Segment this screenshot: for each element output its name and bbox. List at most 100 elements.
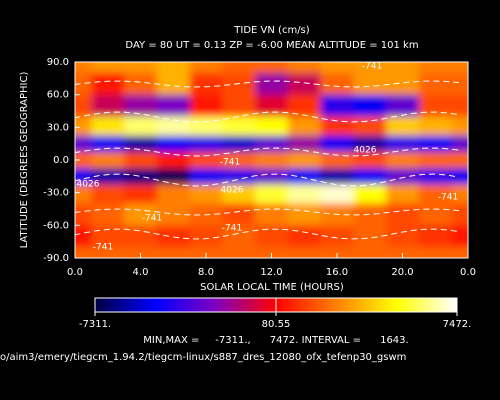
x-tick-label: 16.0 [326,267,348,278]
cells [75,62,468,258]
cell [75,151,92,169]
cell [255,247,289,258]
field [75,62,468,258]
cell [75,62,92,74]
cell [91,72,125,96]
cell [156,62,191,74]
cell [320,247,354,258]
cell [156,151,191,169]
cell [124,94,158,117]
cell [451,62,468,74]
cell [124,151,158,169]
cell [75,135,92,153]
cell [418,62,453,74]
cell [222,203,256,226]
cell [156,72,191,96]
cell [222,168,256,185]
cell [189,225,223,248]
cell [353,225,387,248]
x-tick-label: 0.0 [460,267,476,278]
cell [287,225,322,248]
colorbar-tick-label: -7311. [79,319,111,330]
cell [189,94,223,117]
cell [287,151,322,169]
cell [386,168,420,185]
cell [222,225,256,248]
cell [320,135,354,153]
cell [222,247,256,258]
cell [91,116,125,136]
cell [124,72,158,96]
cell [75,247,92,258]
cell [386,151,420,169]
y-tick-label: -30.0 [43,188,69,199]
cell [353,135,387,153]
cell [418,94,453,117]
cell [353,72,387,96]
cell [386,225,420,248]
cell [91,225,125,248]
cell [287,135,322,153]
colorbar-tick-label: 7472. [443,319,472,330]
contour-label: -741 [142,214,162,224]
cell [91,94,125,117]
cell [451,94,468,117]
cell [124,62,158,74]
cell [287,94,322,117]
cell [156,94,191,117]
cell [124,225,158,248]
cell [189,72,223,96]
cell [255,168,289,185]
cell [222,62,256,74]
cell [418,247,453,258]
cell [287,116,322,136]
contour-line [75,111,460,123]
cell [75,116,92,136]
cell [222,116,256,136]
cell [353,62,387,74]
cell [91,168,125,185]
cell [222,184,256,205]
cell [418,168,453,185]
cell [386,72,420,96]
cell [156,135,191,153]
cell [418,135,453,153]
cell [418,184,453,205]
cell [124,135,158,153]
cell [451,168,468,185]
y-tick-label: 60.0 [47,90,69,101]
cell [222,135,256,153]
cell [91,247,125,258]
cell [255,203,289,226]
y-tick-label: 30.0 [47,122,69,133]
cell [255,94,289,117]
cell [320,184,354,205]
cell [75,203,92,226]
cell [353,247,387,258]
cell [320,94,354,117]
contour-line [75,228,460,240]
cell [75,184,92,205]
cell [124,168,158,185]
cell [189,116,223,136]
x-tick-label: 8.0 [198,267,214,278]
cell [386,135,420,153]
footer-path: o/aim3/emery/tiegcm_1.94.2/tiegcm-linux/… [0,352,406,363]
x-tick-label: 20.0 [391,267,413,278]
cell [75,72,92,96]
cell [124,247,158,258]
cell [451,135,468,153]
cell [353,184,387,205]
cell [255,72,289,96]
cell [156,203,191,226]
cell [156,225,191,248]
cell [189,135,223,153]
x-tick-label: 4.0 [133,267,149,278]
x-tick-label: 12.0 [260,267,282,278]
contour-line [75,80,460,88]
colorbar-tick-label: 80.55 [262,319,291,330]
cell [353,94,387,117]
cell [418,72,453,96]
